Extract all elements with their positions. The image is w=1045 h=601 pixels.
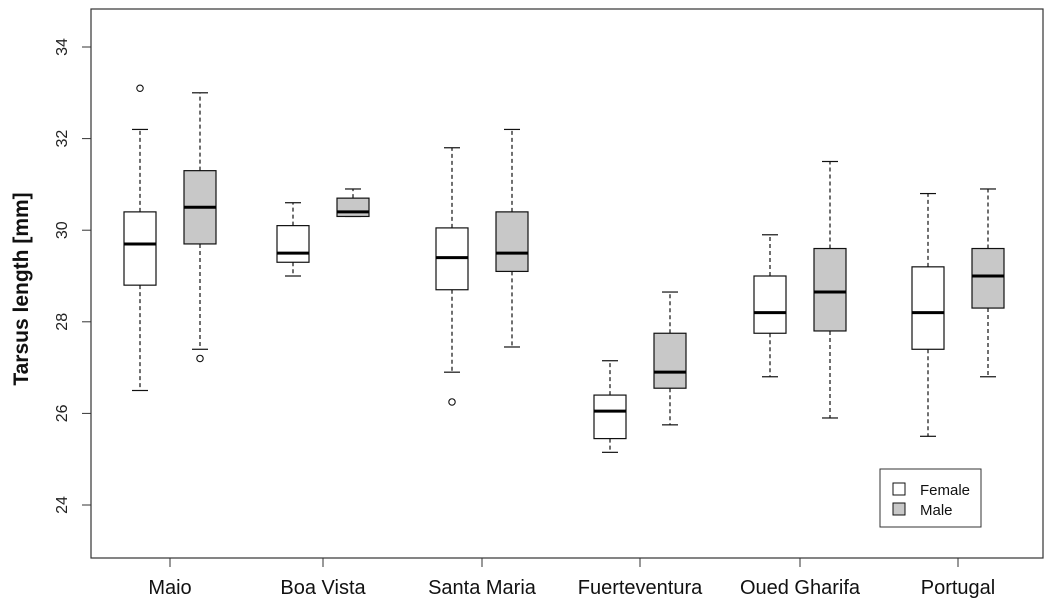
x-axis: Maio Boa Vista Santa Maria Fuerteventura Oue… — [148, 558, 995, 599]
box-female-boa-vista — [276, 202, 310, 277]
iqr-box — [495, 211, 529, 273]
legend-label-female: Female — [920, 482, 970, 499]
box-male-santa-maria — [495, 128, 529, 348]
x-tick-label: Santa Maria — [428, 577, 537, 599]
iqr-box — [336, 197, 370, 218]
box-female-portugal — [911, 192, 945, 437]
iqr-box — [653, 332, 687, 389]
y-tick-label: 28 — [54, 313, 71, 331]
x-tick-label: Oued Gharifa — [740, 577, 861, 599]
iqr-box — [753, 275, 787, 334]
x-tick-label: Portugal — [921, 577, 996, 599]
outlier-point — [448, 398, 456, 406]
box-female-maio — [123, 84, 157, 392]
box-male-portugal — [971, 188, 1005, 378]
box-male-maio — [183, 92, 217, 363]
y-tick-label: 34 — [54, 38, 71, 56]
iqr-box — [971, 247, 1005, 309]
box-female-fuerteventura — [593, 360, 627, 453]
box-female-oued-gharifa — [753, 234, 787, 378]
y-tick-label: 24 — [54, 496, 71, 514]
legend-swatch-female — [892, 482, 906, 496]
outlier-point — [196, 354, 204, 363]
legend-frame — [879, 468, 982, 528]
iqr-box — [911, 266, 945, 350]
legend-swatch-male — [892, 502, 906, 516]
box-female-santa-maria — [435, 147, 469, 406]
legend: Female Male — [879, 468, 982, 528]
iqr-box — [276, 225, 310, 263]
box-male-oued-gharifa — [813, 160, 847, 419]
y-tick-label: 30 — [54, 221, 71, 239]
iqr-box — [123, 211, 157, 286]
y-tick-label: 26 — [54, 404, 71, 422]
y-axis: 24 26 28 30 32 34 — [54, 38, 91, 514]
x-tick-label: Fuerteventura — [578, 577, 703, 599]
y-tick-label: 32 — [54, 130, 71, 148]
x-tick-label: Boa Vista — [280, 577, 366, 599]
iqr-box — [593, 394, 627, 440]
box-male-fuerteventura — [653, 291, 687, 426]
outlier-point — [136, 84, 144, 92]
plot-frame — [90, 8, 1044, 559]
y-axis-label: Tarsus length [mm] — [10, 192, 33, 385]
legend-label-male: Male — [920, 502, 953, 519]
x-tick-label: Maio — [148, 577, 191, 599]
box-male-boa-vista — [336, 188, 370, 218]
iqr-box — [813, 247, 847, 332]
boxes — [123, 84, 1005, 453]
